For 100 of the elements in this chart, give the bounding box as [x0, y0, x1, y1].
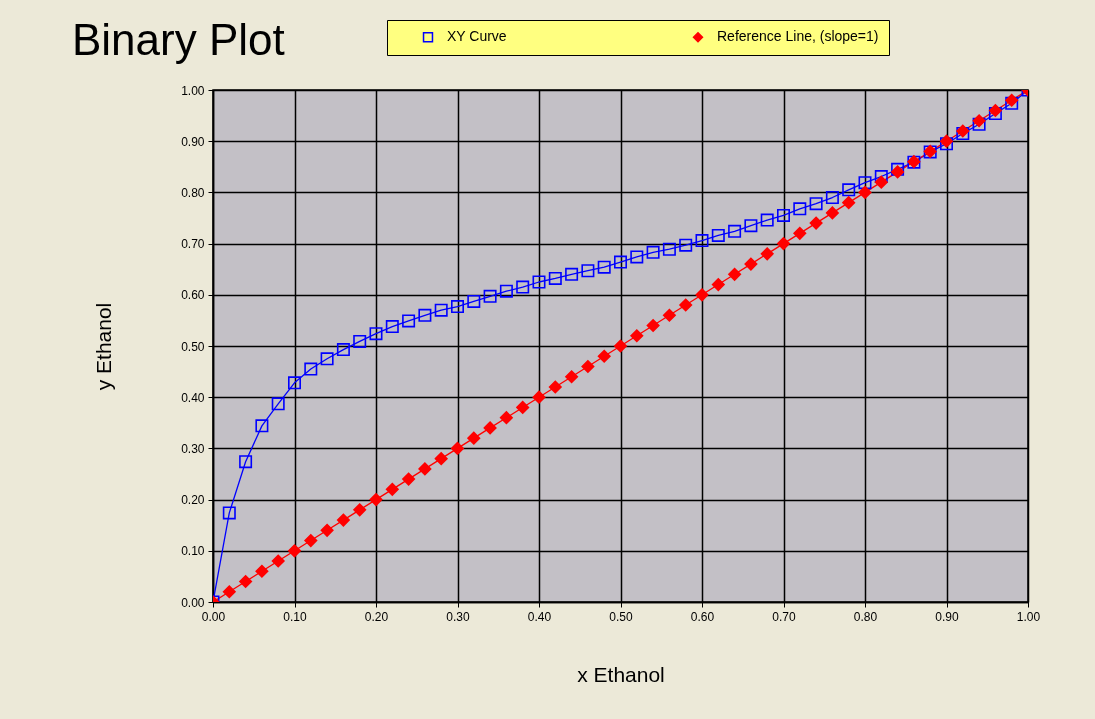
point	[483, 421, 497, 435]
x-tick-label: 0.10	[283, 609, 307, 624]
point	[548, 380, 562, 394]
point	[777, 208, 790, 222]
x-tick-label: 0.90	[935, 609, 959, 624]
point	[662, 308, 676, 322]
point	[597, 260, 611, 274]
point	[369, 493, 383, 507]
point	[809, 216, 823, 230]
x-axis-title: x Ethanol	[577, 662, 665, 686]
point	[760, 247, 774, 261]
point	[288, 544, 301, 558]
point	[451, 441, 464, 455]
y-tick-label: 0.40	[181, 390, 205, 405]
point	[532, 275, 546, 289]
point	[630, 329, 644, 343]
point	[858, 176, 872, 190]
point	[874, 170, 888, 184]
point	[988, 103, 1002, 117]
x-tick-label: 0.50	[609, 609, 633, 624]
point	[271, 397, 285, 411]
point	[744, 219, 758, 233]
point	[516, 280, 530, 294]
point	[695, 234, 709, 248]
point	[385, 482, 399, 496]
point	[222, 585, 236, 599]
y-tick-label: 0.00	[181, 595, 205, 610]
x-tick-label: 0.30	[446, 609, 470, 624]
point	[614, 255, 627, 269]
point	[304, 534, 318, 548]
point	[402, 314, 416, 328]
point	[695, 288, 709, 302]
point	[271, 554, 285, 568]
point	[320, 352, 334, 366]
point	[581, 264, 595, 278]
point	[418, 308, 432, 322]
point	[239, 455, 253, 469]
point	[565, 370, 579, 384]
point	[467, 431, 481, 445]
point	[630, 250, 644, 264]
point	[532, 390, 546, 404]
point	[565, 267, 579, 281]
point	[793, 202, 807, 216]
point	[353, 334, 367, 348]
point	[385, 320, 399, 334]
point	[874, 175, 888, 189]
point	[760, 213, 774, 227]
x-tick-label: 0.70	[772, 609, 796, 624]
x-tick-label: 1.00	[1016, 609, 1041, 624]
point	[239, 575, 253, 589]
point	[679, 238, 693, 252]
x-tick-label: 0.20	[364, 609, 389, 624]
y-tick-label: 0.80	[181, 185, 205, 200]
point	[255, 419, 269, 433]
point	[483, 289, 497, 303]
x-tick-label: 0.60	[690, 609, 715, 624]
point	[777, 237, 790, 251]
point	[728, 267, 742, 281]
point	[597, 349, 611, 363]
point	[499, 411, 513, 425]
point	[581, 359, 595, 373]
point	[369, 327, 383, 341]
point	[646, 245, 660, 259]
point	[614, 339, 627, 353]
point	[711, 228, 725, 242]
point	[402, 472, 416, 486]
point	[336, 513, 350, 527]
point	[434, 303, 448, 317]
point	[711, 278, 725, 292]
y-tick-label: 0.20	[181, 493, 205, 508]
point	[434, 452, 448, 466]
point	[548, 271, 562, 285]
point	[728, 224, 742, 238]
point	[255, 564, 269, 578]
point	[516, 400, 530, 414]
point	[353, 503, 367, 517]
point	[744, 257, 758, 271]
point	[467, 294, 481, 308]
point	[662, 242, 676, 256]
point	[988, 107, 1002, 121]
point	[288, 376, 301, 390]
point	[320, 523, 334, 537]
point	[222, 506, 236, 520]
point	[825, 206, 839, 220]
y-tick-label: 0.60	[181, 288, 205, 303]
y-tick-label: 1.00	[181, 83, 205, 98]
x-tick-label: 0.00	[201, 609, 226, 624]
x-tick-label: 0.40	[527, 609, 552, 624]
legend-label: XY Curve	[447, 28, 507, 45]
point	[679, 298, 693, 312]
point	[809, 197, 823, 211]
x-tick-label: 0.80	[853, 609, 878, 624]
y-tick-label: 0.30	[181, 441, 205, 456]
point	[336, 343, 350, 357]
point	[304, 362, 318, 376]
point	[499, 284, 513, 298]
point	[793, 226, 807, 240]
y-axis-title: y Ethanol	[92, 302, 116, 391]
y-tick-label: 0.90	[181, 134, 205, 149]
chart-title: Binary Plot	[72, 14, 285, 64]
